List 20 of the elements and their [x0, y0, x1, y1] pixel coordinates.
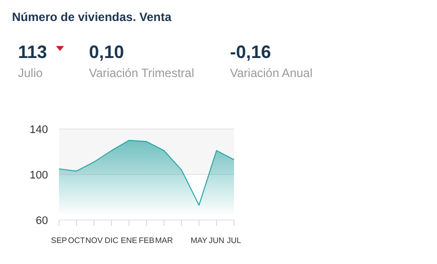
x-tick-label: FEB — [138, 236, 154, 245]
text: Variación Trimestral — [89, 66, 194, 80]
text: Julio — [18, 66, 44, 80]
x-tick-label: OCT — [68, 236, 86, 245]
x-tick-label: ENE — [120, 236, 138, 245]
text: -0,16 — [230, 42, 272, 62]
x-tick-label: SEP — [50, 236, 68, 245]
y-tick-label: 100 — [30, 170, 48, 182]
y-tick-label: 60 — [36, 215, 48, 227]
x-tick-label: DIC — [104, 236, 119, 245]
y-tick-label: 140 — [30, 124, 48, 136]
x-tick-label: JUN — [208, 236, 224, 245]
chart-title: Número de viviendas. Venta — [12, 10, 172, 24]
x-tick-label: NOV — [85, 236, 104, 245]
text: 113 — [18, 42, 48, 62]
x-tick-label: MAY — [190, 236, 208, 245]
x-tick-label: JUL — [226, 236, 242, 245]
text: 0,10 — [89, 42, 124, 62]
x-tick-label: MAR — [155, 236, 174, 245]
text: Variación Anual — [230, 66, 312, 80]
